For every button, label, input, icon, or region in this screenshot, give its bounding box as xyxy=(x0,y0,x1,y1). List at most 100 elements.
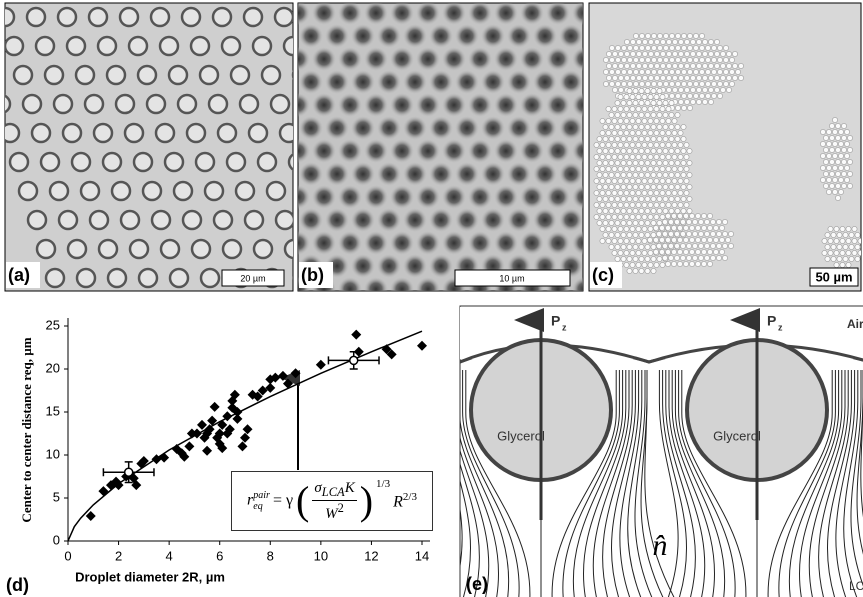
bead xyxy=(672,39,677,44)
bead xyxy=(654,94,659,99)
bead xyxy=(666,166,671,171)
spot xyxy=(299,116,323,140)
spot xyxy=(403,70,427,94)
ring xyxy=(14,66,32,84)
bead xyxy=(702,39,707,44)
bead xyxy=(835,159,840,164)
bead xyxy=(642,166,647,171)
panel-label: (e) xyxy=(466,574,488,594)
bead xyxy=(669,45,674,50)
bead xyxy=(639,172,644,177)
ring xyxy=(72,153,90,171)
bead xyxy=(705,45,710,50)
bead xyxy=(657,57,662,62)
x-tick-label: 2 xyxy=(115,548,122,563)
bead xyxy=(609,45,614,50)
bead xyxy=(621,232,626,237)
bead xyxy=(615,69,620,74)
spot xyxy=(403,0,427,2)
bead xyxy=(701,237,706,242)
bead xyxy=(708,39,713,44)
bead xyxy=(651,196,656,201)
bead xyxy=(627,112,632,117)
bead xyxy=(645,88,650,93)
bead xyxy=(841,135,846,140)
bead xyxy=(675,208,680,213)
bead xyxy=(627,256,632,261)
bead xyxy=(725,237,730,242)
bead xyxy=(672,202,677,207)
bead xyxy=(846,250,851,255)
bead xyxy=(660,118,665,123)
bead xyxy=(636,226,641,231)
spot xyxy=(416,93,440,117)
bead xyxy=(597,196,602,201)
bead xyxy=(669,196,674,201)
bead xyxy=(708,99,713,104)
ring xyxy=(130,240,148,258)
bead xyxy=(678,99,683,104)
bead xyxy=(639,208,644,213)
bead xyxy=(663,196,668,201)
bead xyxy=(841,147,846,152)
bead xyxy=(627,220,632,225)
bead xyxy=(732,51,737,56)
ring xyxy=(222,37,240,55)
bead xyxy=(669,112,674,117)
bead xyxy=(666,202,671,207)
bead xyxy=(648,154,653,159)
bead xyxy=(627,268,632,273)
bead xyxy=(681,105,686,110)
ring xyxy=(192,240,210,258)
spot xyxy=(390,231,414,255)
bead xyxy=(618,118,623,123)
bead xyxy=(846,238,851,243)
bead xyxy=(823,171,828,176)
bead xyxy=(832,117,837,122)
bead xyxy=(835,135,840,140)
bead xyxy=(823,183,828,188)
bead xyxy=(681,148,686,153)
spot xyxy=(507,24,531,48)
bead xyxy=(636,142,641,147)
bead xyxy=(597,220,602,225)
spot xyxy=(442,185,466,209)
bead xyxy=(639,220,644,225)
ring xyxy=(28,211,46,229)
bead xyxy=(609,69,614,74)
bead xyxy=(681,33,686,38)
field-line xyxy=(440,370,454,597)
bead xyxy=(837,256,842,261)
bead xyxy=(831,256,836,261)
bead xyxy=(675,112,680,117)
bead xyxy=(660,178,665,183)
bead xyxy=(618,238,623,243)
bead xyxy=(707,213,712,218)
formula-part: 2 xyxy=(338,501,344,515)
spot xyxy=(338,47,362,71)
bead xyxy=(684,202,689,207)
bead xyxy=(665,213,670,218)
spot xyxy=(559,208,583,232)
bead xyxy=(606,142,611,147)
bead xyxy=(642,262,647,267)
bead xyxy=(828,238,833,243)
bead xyxy=(624,130,629,135)
bead xyxy=(654,118,659,123)
spot xyxy=(299,208,323,232)
bead xyxy=(627,208,632,213)
pz-sub: z xyxy=(562,322,567,332)
bead xyxy=(849,232,854,237)
spot xyxy=(559,162,583,186)
bead xyxy=(669,33,674,38)
point xyxy=(159,453,169,463)
bead xyxy=(600,178,605,183)
ring xyxy=(209,95,227,113)
bead xyxy=(612,51,617,56)
spot xyxy=(338,185,362,209)
bead xyxy=(826,129,831,134)
spot xyxy=(442,47,466,71)
ring xyxy=(200,66,218,84)
bead xyxy=(684,154,689,159)
bead xyxy=(714,39,719,44)
